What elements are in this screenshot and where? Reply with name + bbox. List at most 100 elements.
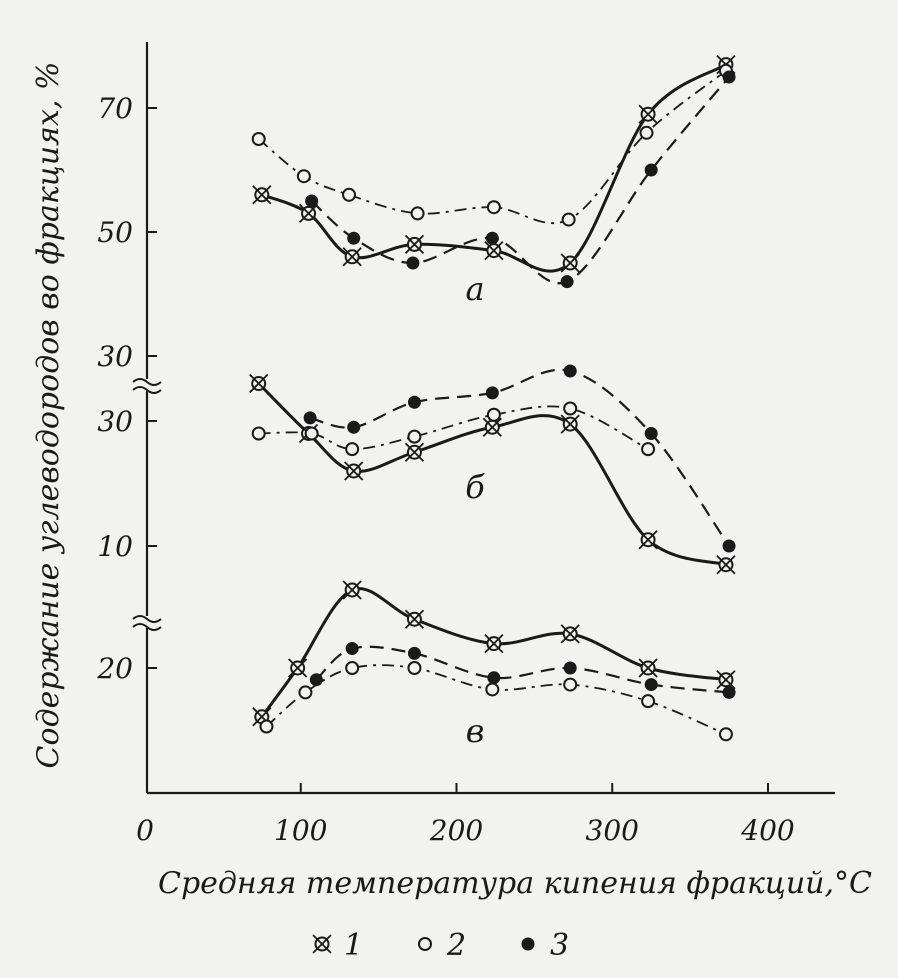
- data-point-series-1: [342, 580, 362, 600]
- marker-cross: [404, 609, 425, 629]
- data-point-series-3: [644, 678, 658, 692]
- marker-cross: [638, 104, 658, 124]
- data-point-series-3: [303, 411, 317, 425]
- marker-cross: [287, 658, 308, 678]
- data-point-series-2: [296, 169, 311, 184]
- data-point-series-3: [347, 231, 361, 245]
- marker-cross: [404, 234, 425, 255]
- x-axis-title: Средняя температура кипения фракций,°C: [158, 866, 872, 901]
- legend-marker-3: [521, 937, 535, 951]
- series-line-2: [258, 405, 649, 451]
- y-tick-label: 70: [97, 92, 133, 125]
- data-point-series-2: [407, 661, 422, 675]
- x-tick-label: 0: [136, 814, 154, 847]
- data-point-series-2: [563, 677, 578, 692]
- y-tick-label: 20: [96, 652, 133, 685]
- marker-cross: [716, 670, 736, 690]
- data-point-series-1: [287, 658, 308, 678]
- data-point-series-2: [486, 200, 501, 215]
- data-point-series-2: [251, 132, 266, 146]
- data-point-series-1: [404, 442, 425, 462]
- marker-cross: [560, 624, 580, 644]
- data-point-series-2: [410, 206, 425, 221]
- panel-label: а: [465, 270, 484, 308]
- data-point-series-1: [638, 658, 658, 678]
- axis-break-mark: [132, 615, 162, 623]
- data-point-series-1: [560, 253, 580, 273]
- series-line-1: [260, 587, 727, 718]
- legend-label-2: 2: [446, 928, 466, 963]
- data-point-series-1: [716, 670, 736, 690]
- marker-cross: [344, 461, 364, 481]
- data-point-series-2: [641, 442, 656, 457]
- data-point-series-2: [641, 694, 656, 709]
- data-point-series-3: [345, 642, 359, 655]
- data-point-series-1: [404, 609, 425, 629]
- data-point-series-3: [347, 420, 361, 434]
- text-layer: 0 100 200 300 400 Средняя температура кипения…: [31, 62, 872, 901]
- data-point-series-1: [716, 555, 736, 575]
- data-point-series-2: [342, 187, 357, 202]
- y-axis-title: Содержание углеводородов во фракциях, %: [31, 62, 66, 769]
- data-point-series-2: [304, 426, 319, 441]
- axis-break-mark: [132, 378, 162, 386]
- data-point-series-2: [561, 212, 576, 227]
- marker-layer: [249, 54, 736, 742]
- data-point-series-3: [487, 671, 501, 685]
- marker-cross: [482, 417, 502, 437]
- data-point-series-3: [722, 70, 736, 84]
- marker-cross: [342, 247, 362, 267]
- x-tick-label: 200: [429, 814, 483, 847]
- data-point-series-1: [638, 530, 658, 550]
- legend-label-3: 3: [550, 928, 569, 963]
- series-line-3: [309, 368, 730, 547]
- data-point-series-3: [407, 646, 421, 660]
- data-point-series-3: [644, 163, 658, 177]
- data-point-series-2: [259, 719, 274, 734]
- data-point-series-2: [563, 401, 578, 416]
- data-point-series-3: [563, 364, 577, 378]
- series-line-3: [310, 76, 730, 285]
- data-point-series-3: [485, 231, 499, 245]
- data-point-series-3: [644, 427, 658, 440]
- marker-cross: [560, 253, 580, 273]
- marker-cross: [252, 185, 272, 205]
- legend-marker-1: [312, 934, 332, 954]
- data-point-series-1: [298, 203, 319, 224]
- data-point-series-3: [485, 386, 499, 400]
- x-tick-label: 400: [740, 814, 794, 847]
- data-point-series-3: [722, 685, 736, 699]
- marker-cross: [249, 373, 269, 394]
- data-point-series-2: [251, 426, 266, 441]
- y-tick-label: 30: [97, 405, 133, 438]
- axis-break-mark: [132, 623, 162, 631]
- x-tick-label: 100: [274, 814, 327, 847]
- marker-cross: [312, 934, 332, 954]
- data-point-series-1: [344, 461, 364, 481]
- data-point-series-1: [342, 247, 362, 267]
- data-point-series-1: [560, 414, 580, 434]
- data-point-series-3: [305, 194, 319, 208]
- data-point-series-3: [722, 539, 736, 553]
- marker-cross: [638, 530, 658, 550]
- data-point-series-1: [560, 624, 580, 644]
- marker-cross: [484, 240, 504, 261]
- data-point-series-2: [407, 429, 422, 444]
- axis-break-mark: [132, 386, 162, 394]
- marker-cross: [252, 707, 272, 727]
- legend-marker-2: [418, 937, 432, 951]
- data-point-series-3: [406, 256, 420, 270]
- data-point-series-3: [560, 275, 574, 289]
- y-tick-label: 30: [97, 340, 133, 373]
- marker-cross: [716, 555, 736, 575]
- data-point-series-2: [718, 727, 733, 742]
- data-point-series-1: [484, 633, 504, 654]
- data-point-series-1: [249, 373, 269, 394]
- axes: [132, 42, 835, 795]
- marker-cross: [342, 580, 362, 600]
- legend: 1 2 3: [312, 928, 569, 963]
- data-point-series-2: [345, 661, 360, 675]
- panel-label: в: [466, 712, 485, 750]
- data-point-series-1: [638, 104, 658, 124]
